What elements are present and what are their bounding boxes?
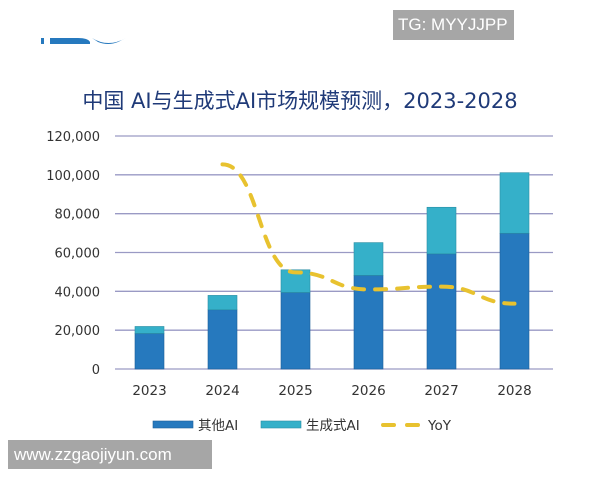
- logo-fragment: [41, 38, 126, 44]
- y-tick-label: 80,000: [55, 208, 101, 223]
- legend-label-other-ai: 其他AI: [198, 418, 238, 434]
- watermark-bottom: www.zzgaojiyun.com: [8, 440, 212, 469]
- bar-generative-ai: [499, 172, 530, 234]
- watermark-top: TG: MYYJJPP: [393, 10, 514, 40]
- bar-generative-ai: [134, 326, 165, 334]
- legend-swatch-other-ai: [152, 420, 194, 429]
- legend-label-generative-ai: 生成式AI: [306, 418, 360, 434]
- x-tick-label: 2026: [351, 383, 385, 399]
- y-tick-label: 120,000: [46, 130, 100, 145]
- bar-other-ai: [280, 292, 311, 370]
- bar-generative-ai: [353, 242, 384, 276]
- bar-other-ai: [134, 333, 165, 370]
- chart-title: 中国 AI与生成式AI市场规模预测，2023-2028: [82, 89, 517, 113]
- x-tick-label: 2024: [205, 383, 239, 399]
- x-tick-label: 2027: [424, 383, 458, 399]
- y-tick-label: 100,000: [46, 169, 100, 184]
- bar-other-ai: [499, 232, 530, 370]
- x-tick-label: 2023: [132, 383, 166, 399]
- legend-label-yoy: YoY: [427, 418, 452, 434]
- bar-generative-ai: [280, 269, 311, 293]
- y-tick-label: 40,000: [55, 285, 101, 300]
- bar-generative-ai: [426, 206, 457, 255]
- y-tick-label: 60,000: [55, 247, 101, 262]
- bar-generative-ai: [207, 295, 238, 311]
- x-tick-label: 2025: [278, 383, 312, 399]
- bar-other-ai: [207, 309, 238, 370]
- y-tick-label: 20,000: [55, 324, 101, 339]
- x-tick-label: 2028: [497, 383, 531, 399]
- bar-other-ai: [426, 253, 457, 370]
- legend-swatch-generative-ai: [260, 420, 302, 429]
- y-tick-label: 0: [92, 363, 100, 378]
- yoy-line: [220, 162, 517, 306]
